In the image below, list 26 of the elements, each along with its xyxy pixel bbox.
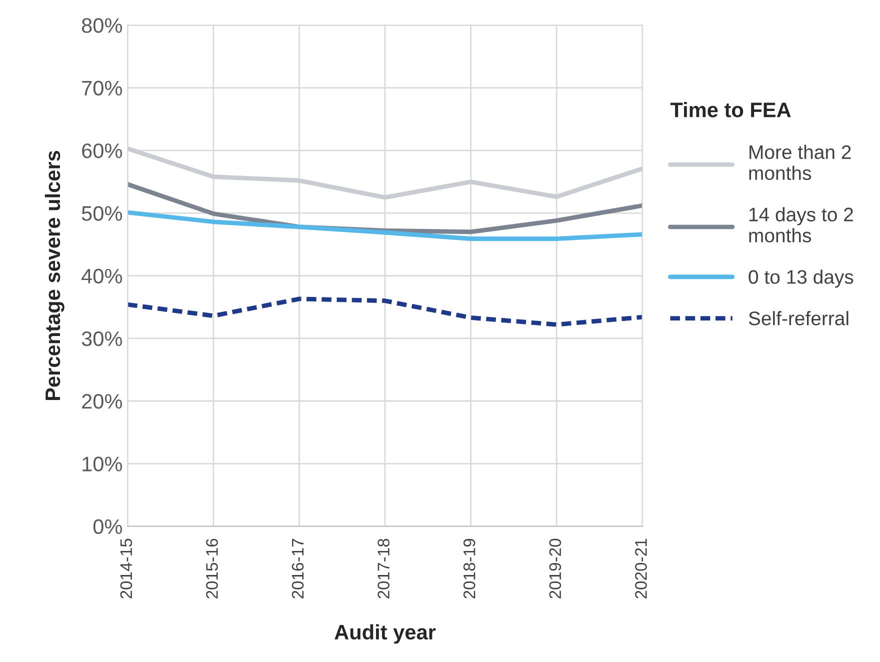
legend-label: 14 days to 2 months: [749, 207, 853, 242]
legend-title: Time to FEA: [670, 102, 791, 118]
x-tick-label: 2018-19: [463, 538, 476, 598]
y-tick-label: 10%: [82, 456, 122, 472]
y-tick-label: 70%: [82, 80, 122, 96]
line-series: [128, 146, 642, 200]
x-tick-label: 2015-16: [206, 538, 218, 598]
x-tick-label: 2017-18: [378, 538, 390, 598]
y-tick-label: 30%: [82, 331, 122, 346]
x-axis-title: Audit year: [334, 624, 436, 644]
y-tick-label: 40%: [82, 268, 122, 284]
line-series: [128, 296, 642, 327]
legend-label: Self-referral: [748, 311, 848, 326]
y-tick-label: 50%: [82, 206, 122, 221]
legend-label: 0 to 13 days: [748, 270, 854, 288]
y-tick-label: 20%: [82, 394, 122, 409]
y-axis-title: Percentage severe ulcers: [44, 150, 64, 400]
y-tick-label: 60%: [82, 143, 122, 158]
x-tick-label: 2020-21: [635, 538, 647, 598]
x-tick-label: 2014-15: [120, 538, 132, 598]
y-tick-label: 0%: [93, 519, 122, 534]
x-tick-label: 2016-17: [292, 538, 304, 598]
legend-label: More than 2 months: [749, 144, 851, 180]
y-tick-label: 80%: [82, 18, 122, 33]
line-series: [128, 210, 642, 241]
x-tick-label: 2019-20: [549, 538, 562, 598]
